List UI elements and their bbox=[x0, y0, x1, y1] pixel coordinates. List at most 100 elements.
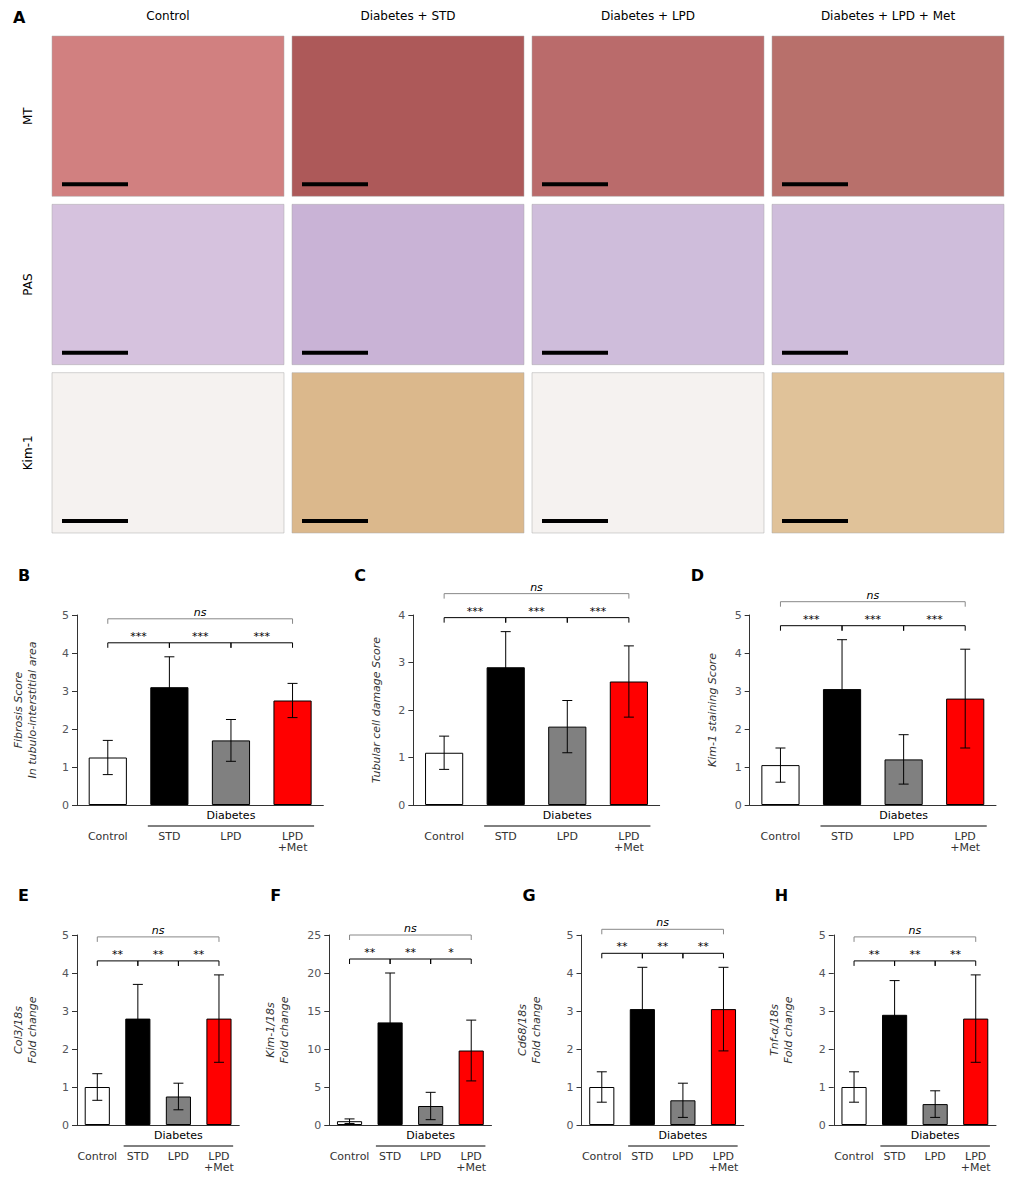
svg-text:**: ** bbox=[657, 940, 669, 953]
svg-text:0: 0 bbox=[567, 1119, 574, 1132]
svg-text:4: 4 bbox=[735, 647, 742, 660]
svg-text:3: 3 bbox=[398, 656, 405, 669]
svg-text:STD: STD bbox=[158, 830, 180, 843]
svg-text:5: 5 bbox=[735, 609, 742, 622]
svg-text:*: * bbox=[448, 946, 454, 959]
svg-text:Diabetes + LPD + Met: Diabetes + LPD + Met bbox=[821, 9, 956, 23]
svg-text:Diabetes + STD: Diabetes + STD bbox=[360, 9, 455, 23]
svg-text:2: 2 bbox=[398, 704, 405, 717]
svg-text:4: 4 bbox=[62, 647, 69, 660]
svg-text:Diabetes: Diabetes bbox=[658, 1129, 707, 1142]
svg-text:LPD: LPD bbox=[557, 830, 578, 843]
svg-text:ns: ns bbox=[909, 924, 922, 937]
svg-text:STD: STD bbox=[127, 1150, 149, 1163]
svg-text:Fold change: Fold change bbox=[278, 996, 291, 1063]
svg-text:**: ** bbox=[193, 948, 205, 961]
svg-text:Control: Control bbox=[834, 1150, 874, 1163]
svg-text:STD: STD bbox=[631, 1150, 653, 1163]
svg-text:2: 2 bbox=[62, 1043, 69, 1056]
svg-text:+Met: +Met bbox=[614, 841, 644, 854]
svg-text:***: *** bbox=[192, 630, 209, 643]
svg-text:***: *** bbox=[926, 613, 943, 626]
svg-text:LPD: LPD bbox=[925, 1150, 946, 1163]
svg-text:STD: STD bbox=[495, 830, 517, 843]
svg-text:2: 2 bbox=[62, 723, 69, 736]
svg-text:4: 4 bbox=[567, 967, 574, 980]
svg-text:Diabetes + LPD: Diabetes + LPD bbox=[601, 9, 695, 23]
svg-text:**: ** bbox=[112, 948, 124, 961]
svg-text:3: 3 bbox=[735, 685, 742, 698]
svg-text:+Met: +Met bbox=[961, 1161, 991, 1174]
svg-text:3: 3 bbox=[567, 1005, 574, 1018]
svg-text:2: 2 bbox=[567, 1043, 574, 1056]
svg-text:Control: Control bbox=[77, 1150, 117, 1163]
svg-text:LPD: LPD bbox=[220, 830, 241, 843]
svg-text:**: ** bbox=[869, 948, 881, 961]
svg-text:Diabetes: Diabetes bbox=[911, 1129, 960, 1142]
svg-text:Fold change: Fold change bbox=[530, 996, 543, 1063]
svg-text:LPD: LPD bbox=[672, 1150, 693, 1163]
svg-text:5: 5 bbox=[62, 929, 69, 942]
svg-text:4: 4 bbox=[819, 967, 826, 980]
svg-text:+Met: +Met bbox=[950, 841, 980, 854]
svg-text:0: 0 bbox=[62, 1119, 69, 1132]
svg-text:+Met: +Met bbox=[456, 1161, 486, 1174]
svg-text:***: *** bbox=[467, 605, 484, 618]
svg-text:1: 1 bbox=[735, 761, 742, 774]
svg-text:Control: Control bbox=[761, 830, 801, 843]
svg-text:ns: ns bbox=[866, 589, 879, 602]
svg-text:3: 3 bbox=[62, 685, 69, 698]
svg-text:**: ** bbox=[405, 946, 417, 959]
svg-text:PAS: PAS bbox=[21, 273, 35, 295]
svg-text:10: 10 bbox=[307, 1043, 321, 1056]
svg-text:3: 3 bbox=[62, 1005, 69, 1018]
svg-text:1: 1 bbox=[62, 1081, 69, 1094]
svg-text:Kim-1 staining Score: Kim-1 staining Score bbox=[706, 653, 719, 767]
svg-text:***: *** bbox=[590, 605, 607, 618]
svg-text:Diabetes: Diabetes bbox=[879, 809, 928, 822]
svg-text:Tnf-α/18s: Tnf-α/18s bbox=[768, 1004, 781, 1056]
svg-text:15: 15 bbox=[307, 1005, 321, 1018]
svg-text:***: *** bbox=[254, 630, 271, 643]
svg-text:Fold change: Fold change bbox=[26, 996, 39, 1063]
svg-text:Kim-1/18s: Kim-1/18s bbox=[264, 1002, 277, 1058]
svg-text:**: ** bbox=[364, 946, 376, 959]
svg-text:Fold change: Fold change bbox=[782, 996, 795, 1063]
svg-text:Control: Control bbox=[582, 1150, 622, 1163]
svg-text:5: 5 bbox=[314, 1081, 321, 1094]
svg-text:B: B bbox=[18, 566, 30, 585]
svg-text:0: 0 bbox=[735, 799, 742, 812]
svg-text:In tubulo-interstitial area: In tubulo-interstitial area bbox=[26, 641, 39, 778]
svg-text:5: 5 bbox=[567, 929, 574, 942]
svg-text:D: D bbox=[691, 566, 704, 585]
svg-text:3: 3 bbox=[819, 1005, 826, 1018]
svg-text:+Met: +Met bbox=[709, 1161, 739, 1174]
svg-text:1: 1 bbox=[62, 761, 69, 774]
svg-text:**: ** bbox=[698, 940, 710, 953]
svg-text:**: ** bbox=[950, 948, 962, 961]
svg-text:Control: Control bbox=[330, 1150, 370, 1163]
svg-text:+Met: +Met bbox=[204, 1161, 234, 1174]
svg-text:Fibrosis Score: Fibrosis Score bbox=[12, 671, 25, 748]
svg-text:Control: Control bbox=[424, 830, 464, 843]
svg-text:1: 1 bbox=[567, 1081, 574, 1094]
svg-text:Diabetes: Diabetes bbox=[406, 1129, 455, 1142]
svg-text:4: 4 bbox=[62, 967, 69, 980]
svg-text:20: 20 bbox=[307, 967, 321, 980]
svg-text:Diabetes: Diabetes bbox=[154, 1129, 203, 1142]
svg-text:2: 2 bbox=[735, 723, 742, 736]
svg-text:**: ** bbox=[617, 940, 629, 953]
svg-text:H: H bbox=[775, 886, 788, 905]
svg-text:0: 0 bbox=[819, 1119, 826, 1132]
svg-text:Diabetes: Diabetes bbox=[207, 809, 256, 822]
svg-text:ns: ns bbox=[656, 916, 669, 929]
svg-text:LPD: LPD bbox=[168, 1150, 189, 1163]
svg-text:**: ** bbox=[909, 948, 921, 961]
svg-text:0: 0 bbox=[314, 1119, 321, 1132]
svg-text:Cd68/18s: Cd68/18s bbox=[516, 1004, 529, 1056]
svg-text:Control: Control bbox=[146, 9, 189, 23]
svg-text:E: E bbox=[18, 886, 29, 905]
svg-text:0: 0 bbox=[398, 799, 405, 812]
svg-text:MT: MT bbox=[21, 107, 35, 125]
svg-text:+Met: +Met bbox=[278, 841, 308, 854]
